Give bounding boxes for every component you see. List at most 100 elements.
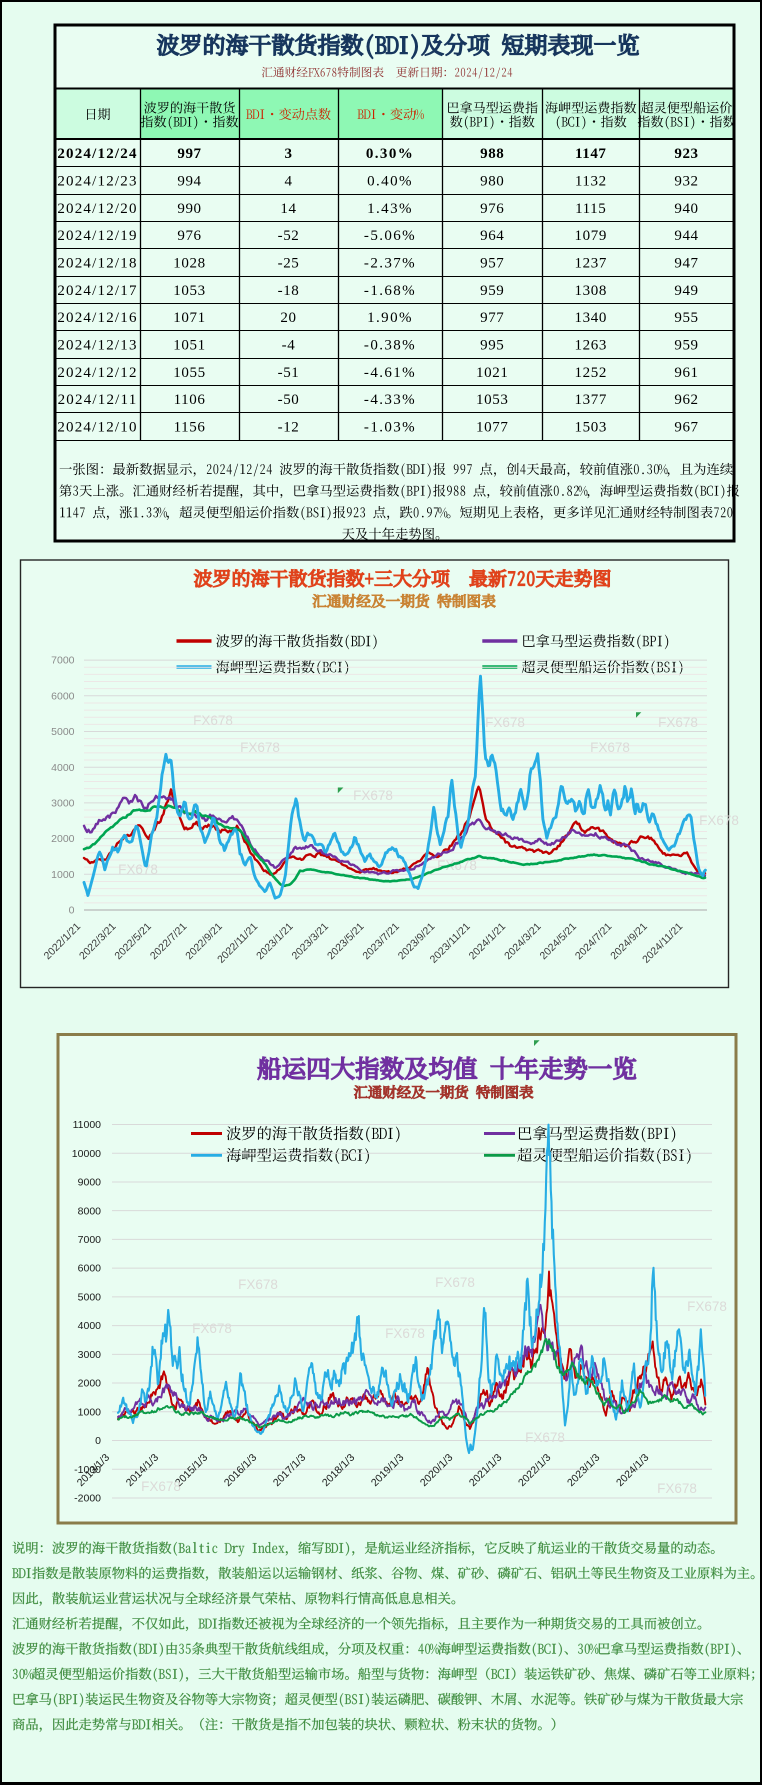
svg-text:964: 964	[480, 228, 504, 244]
svg-text:990: 990	[177, 201, 201, 217]
svg-text:FX678: FX678	[435, 1275, 475, 1290]
svg-text:FX678: FX678	[193, 713, 233, 728]
svg-text:FX678: FX678	[687, 1299, 727, 1314]
svg-text:961: 961	[674, 365, 698, 381]
svg-text:923: 923	[674, 146, 698, 162]
svg-text:955: 955	[674, 310, 698, 326]
svg-text:FX678: FX678	[192, 1321, 232, 1336]
svg-text:7000: 7000	[78, 1234, 102, 1246]
svg-text:2024/12/17: 2024/12/17	[57, 283, 137, 299]
svg-text:-1.68%: -1.68%	[364, 283, 416, 299]
svg-text:2000: 2000	[78, 1378, 102, 1390]
svg-text:1028: 1028	[173, 256, 205, 272]
svg-text:1263: 1263	[575, 338, 607, 354]
svg-text:2024/12/18: 2024/12/18	[57, 256, 137, 272]
svg-text:FX678: FX678	[385, 1326, 425, 1341]
svg-text:2024/12/12: 2024/12/12	[57, 365, 137, 381]
svg-text:1021: 1021	[476, 365, 508, 381]
svg-text:FX678: FX678	[437, 858, 477, 873]
svg-text:1340: 1340	[575, 310, 607, 326]
svg-text:FX678: FX678	[353, 788, 393, 803]
svg-text:994: 994	[177, 174, 201, 190]
svg-text:1132: 1132	[575, 174, 607, 190]
svg-text:FX678: FX678	[699, 813, 739, 828]
svg-text:1053: 1053	[476, 392, 508, 408]
svg-text:2024/12/16: 2024/12/16	[57, 310, 137, 326]
svg-text:1000: 1000	[78, 1406, 102, 1418]
svg-text:-18: -18	[278, 283, 300, 299]
svg-text:967: 967	[674, 420, 698, 436]
svg-text:949: 949	[674, 283, 698, 299]
svg-text:-4: -4	[282, 338, 296, 354]
svg-text:11000: 11000	[73, 1119, 102, 1131]
svg-text:2024/12/11: 2024/12/11	[58, 392, 138, 408]
svg-text:-4.33%: -4.33%	[364, 392, 416, 408]
svg-text:947: 947	[674, 256, 698, 272]
svg-text:3000: 3000	[51, 798, 75, 810]
svg-text:FX678: FX678	[525, 1430, 565, 1445]
svg-text:7000: 7000	[51, 655, 75, 667]
svg-text:944: 944	[674, 228, 698, 244]
svg-text:1053: 1053	[173, 283, 205, 299]
svg-text:-12: -12	[278, 420, 300, 436]
svg-text:5000: 5000	[51, 726, 75, 738]
svg-text:1.43%: 1.43%	[367, 201, 413, 217]
svg-text:1308: 1308	[575, 283, 607, 299]
svg-text:2000: 2000	[51, 833, 75, 845]
svg-text:0: 0	[95, 1435, 101, 1447]
svg-text:FX678: FX678	[118, 862, 158, 877]
svg-text:FX678: FX678	[141, 1479, 181, 1494]
svg-text:977: 977	[480, 310, 504, 326]
svg-text:1156: 1156	[174, 420, 206, 436]
svg-text:1115: 1115	[575, 201, 606, 217]
svg-text:-50: -50	[278, 392, 300, 408]
svg-text:0: 0	[69, 905, 75, 917]
svg-text:1252: 1252	[575, 365, 607, 381]
svg-text:1.90%: 1.90%	[367, 310, 413, 326]
svg-text:1051: 1051	[173, 338, 205, 354]
svg-text:1055: 1055	[173, 365, 205, 381]
svg-text:3: 3	[284, 146, 292, 162]
svg-text:-5.06%: -5.06%	[364, 228, 416, 244]
svg-text:5000: 5000	[78, 1291, 102, 1303]
svg-text:FX678: FX678	[658, 715, 698, 730]
svg-text:2024/12/23: 2024/12/23	[57, 174, 137, 190]
svg-text:FX678: FX678	[590, 740, 630, 755]
svg-text:1106: 1106	[174, 392, 206, 408]
svg-text:1237: 1237	[575, 256, 607, 272]
svg-text:997: 997	[177, 146, 201, 162]
svg-text:1503: 1503	[575, 420, 607, 436]
svg-text:962: 962	[674, 392, 698, 408]
svg-text:FX678: FX678	[657, 1481, 697, 1496]
svg-text:-25: -25	[278, 256, 300, 272]
svg-text:0.30%: 0.30%	[366, 146, 414, 162]
svg-text:-0.38%: -0.38%	[364, 338, 416, 354]
svg-text:FX678: FX678	[240, 740, 280, 755]
svg-text:6000: 6000	[51, 690, 75, 702]
svg-text:20: 20	[280, 310, 296, 326]
svg-text:4000: 4000	[78, 1320, 102, 1332]
svg-text:0.40%: 0.40%	[367, 174, 413, 190]
svg-text:FX678: FX678	[485, 715, 525, 730]
svg-text:1000: 1000	[51, 869, 75, 881]
svg-text:1071: 1071	[173, 310, 205, 326]
svg-text:-1.03%: -1.03%	[364, 420, 416, 436]
svg-text:959: 959	[674, 338, 698, 354]
svg-text:4000: 4000	[51, 762, 75, 774]
svg-text:-52: -52	[278, 228, 300, 244]
svg-text:1377: 1377	[575, 392, 607, 408]
svg-text:-2.37%: -2.37%	[364, 256, 416, 272]
svg-text:980: 980	[480, 174, 504, 190]
svg-text:10000: 10000	[72, 1148, 101, 1160]
svg-text:8000: 8000	[78, 1205, 102, 1217]
svg-text:-1000: -1000	[74, 1464, 101, 1476]
svg-text:940: 940	[674, 201, 698, 217]
svg-text:959: 959	[480, 283, 504, 299]
svg-text:FX678: FX678	[238, 1277, 278, 1292]
svg-text:988: 988	[480, 146, 504, 162]
svg-text:-4.61%: -4.61%	[364, 365, 416, 381]
svg-text:3000: 3000	[78, 1349, 102, 1361]
svg-text:9000: 9000	[78, 1177, 102, 1189]
svg-text:2024/12/24: 2024/12/24	[57, 146, 137, 162]
svg-text:932: 932	[674, 174, 698, 190]
